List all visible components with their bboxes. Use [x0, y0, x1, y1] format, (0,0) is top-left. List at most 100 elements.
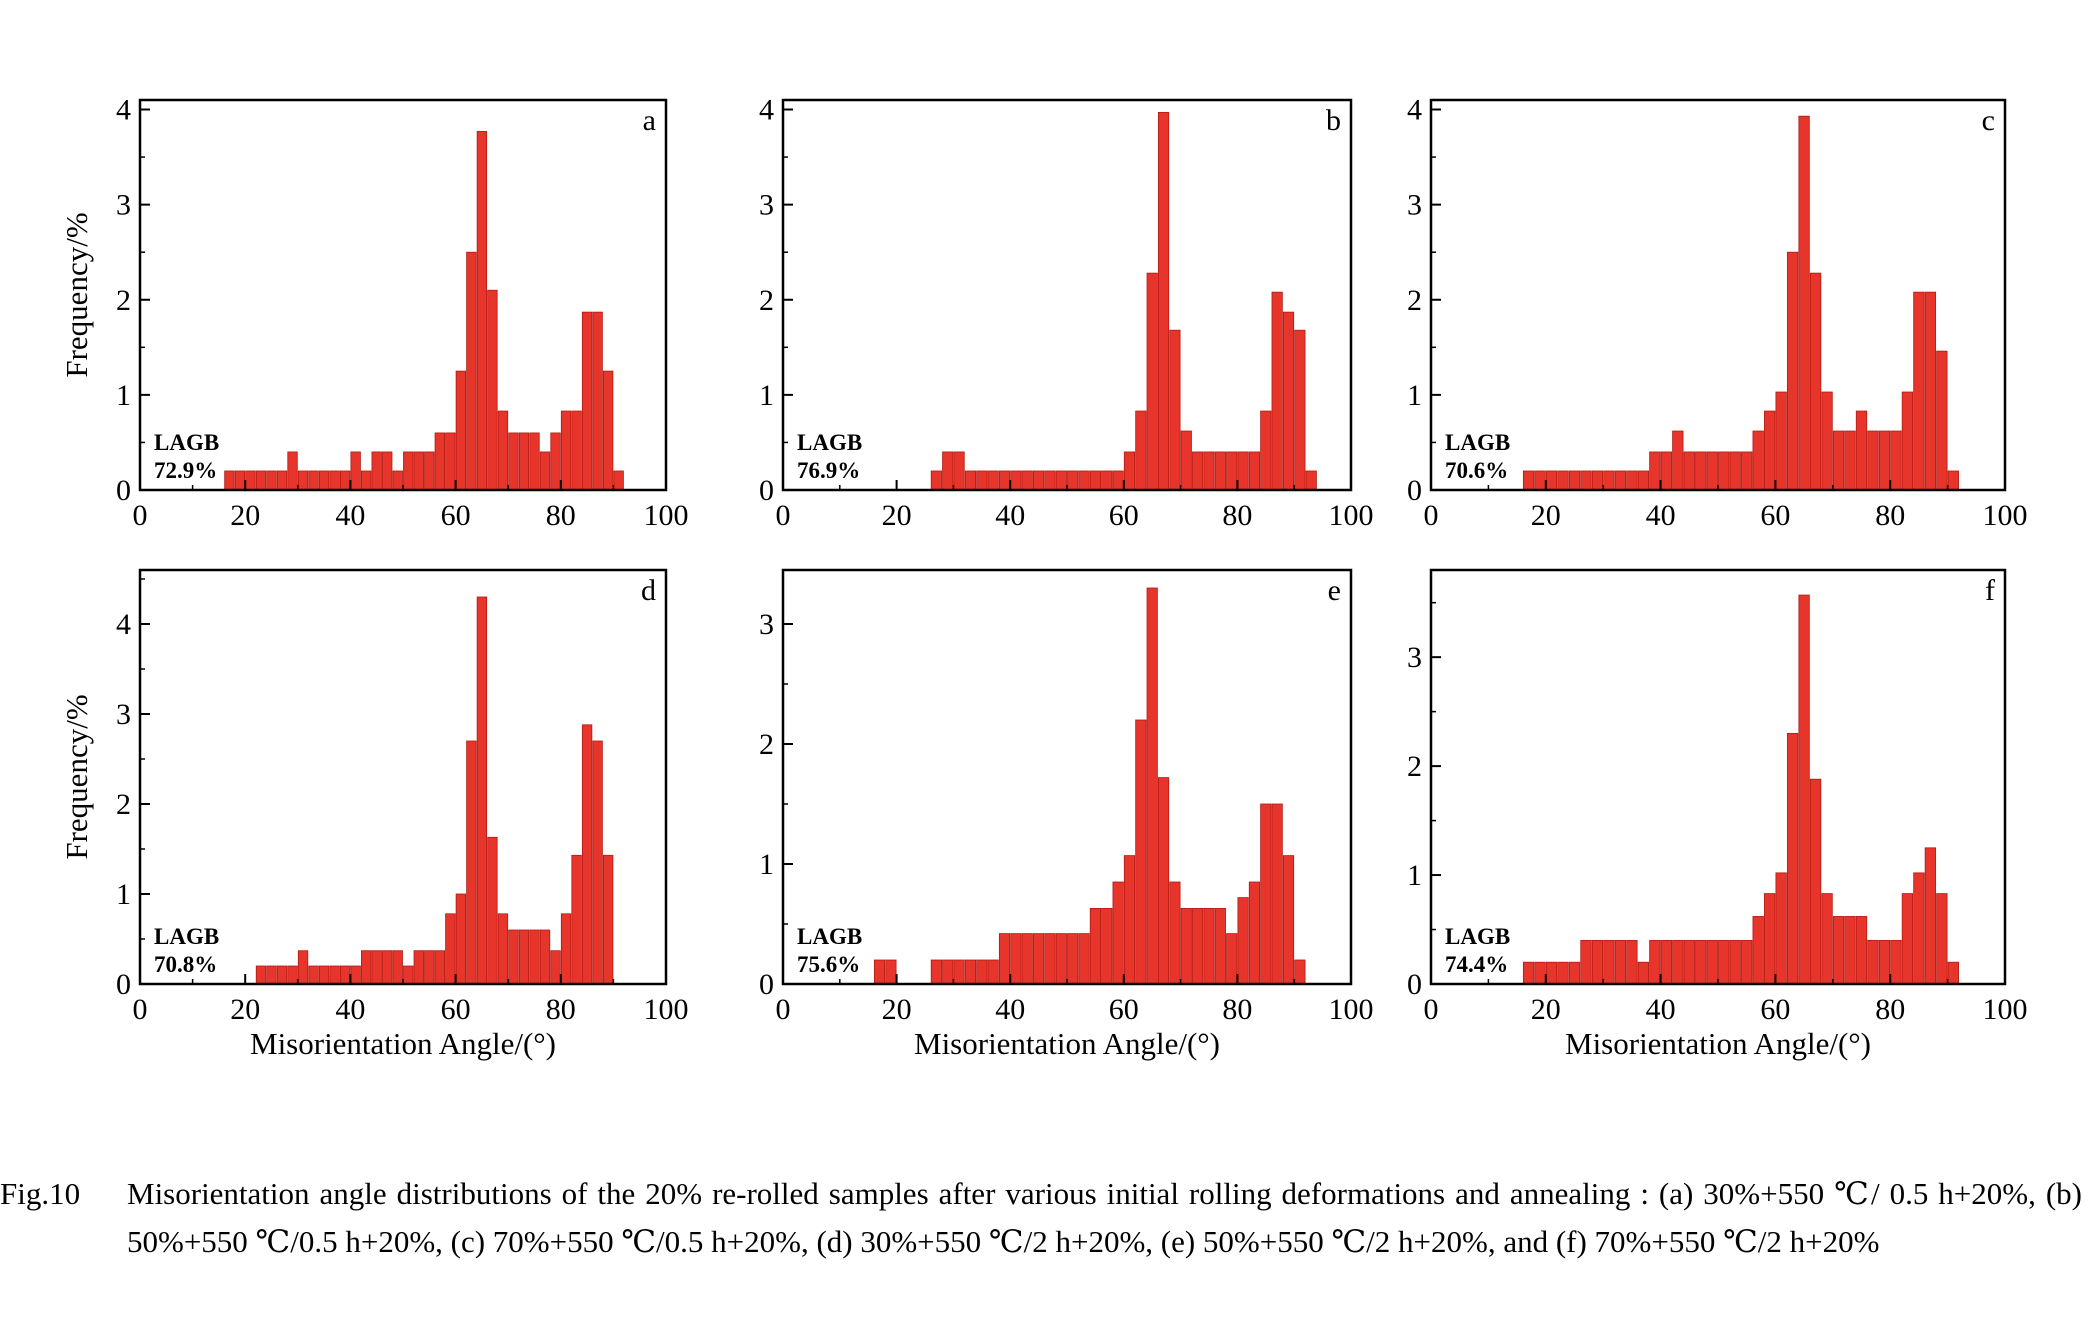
bar	[1260, 410, 1272, 491]
bar	[382, 950, 393, 985]
lagb-annotation: LAGB	[154, 924, 219, 949]
bar	[1146, 272, 1158, 491]
y-tick-label: 3	[116, 698, 131, 731]
bar	[1180, 908, 1192, 985]
bar	[1112, 470, 1124, 491]
bar	[942, 959, 954, 985]
y-tick-label: 0	[759, 474, 774, 507]
bar	[571, 854, 582, 985]
y-tick-label: 0	[1407, 968, 1422, 1001]
panel-f: 0 20 40 60 80 100 0 1 2 3 f LAGB 74.4% Misorientation…	[1407, 568, 2028, 1061]
bar	[1591, 940, 1604, 985]
bar	[1591, 470, 1604, 491]
bar	[1557, 961, 1569, 985]
panel-label: f	[1985, 574, 1995, 607]
bar	[1169, 881, 1181, 985]
bar	[987, 959, 999, 985]
bar	[1580, 470, 1592, 491]
bar	[1706, 940, 1718, 985]
bar	[1741, 940, 1753, 985]
lagb-annotation: LAGB	[154, 430, 219, 455]
x-tick-label: 100	[1329, 993, 1374, 1026]
x-tick-label: 20	[230, 499, 260, 532]
bar	[1718, 451, 1730, 491]
x-tick-label: 80	[1875, 499, 1905, 532]
bar	[1089, 470, 1101, 491]
x-tick-label: 100	[644, 993, 689, 1026]
bar	[1878, 430, 1891, 491]
x-tick-label: 20	[882, 993, 912, 1026]
lagb-annotation: LAGB	[1445, 430, 1510, 455]
bar	[497, 410, 509, 491]
bar	[1672, 430, 1684, 491]
bar	[245, 470, 256, 491]
bar	[1614, 470, 1627, 491]
bar	[1568, 961, 1581, 985]
y-tick-label: 2	[1407, 284, 1422, 317]
x-tick-label: 60	[1109, 993, 1139, 1026]
x-tick-label: 80	[546, 499, 576, 532]
bar	[1764, 893, 1776, 985]
bar	[1890, 430, 1902, 491]
bar	[1614, 940, 1627, 985]
y-tick-label: 4	[759, 94, 774, 127]
bar	[1214, 908, 1226, 985]
x-tick-label: 40	[1646, 993, 1676, 1026]
bar	[266, 965, 277, 985]
bar	[1157, 111, 1170, 491]
bar	[1718, 940, 1730, 985]
bar	[1545, 470, 1558, 491]
bar	[1123, 855, 1136, 985]
bar	[1237, 451, 1249, 491]
lagb-annotation: LAGB	[1445, 924, 1510, 949]
panel-label: c	[1982, 104, 1995, 137]
panel-label: a	[643, 104, 656, 137]
y-tick-label: 0	[1407, 474, 1422, 507]
bar	[1055, 470, 1067, 491]
bar	[1855, 916, 1868, 985]
bar	[1832, 916, 1845, 985]
x-tick-label: 20	[1531, 499, 1561, 532]
bar	[1844, 916, 1856, 985]
bar	[318, 470, 330, 491]
bar	[308, 965, 319, 985]
bar	[1867, 430, 1879, 491]
bar	[613, 470, 624, 491]
bar	[329, 965, 340, 985]
y-tick-label: 3	[1407, 641, 1422, 674]
bar	[1683, 451, 1695, 491]
bar	[1192, 908, 1204, 985]
x-tick-label: 20	[882, 499, 912, 532]
bar	[1901, 391, 1914, 491]
bar	[1764, 410, 1776, 491]
x-tick-label: 80	[1222, 993, 1252, 1026]
bar	[1798, 594, 1810, 985]
bar	[276, 470, 288, 491]
bar	[308, 470, 319, 491]
caption-number: Fig.10	[0, 1176, 81, 1211]
bar	[987, 470, 999, 491]
bar	[1786, 733, 1799, 985]
bar	[318, 965, 330, 985]
bar	[1832, 430, 1845, 491]
y-tick-label: 2	[1407, 750, 1422, 783]
bar	[487, 289, 498, 491]
bar	[1947, 470, 1959, 491]
bar	[1809, 272, 1822, 491]
bar	[1924, 847, 1937, 985]
bar	[1867, 940, 1879, 985]
bar	[1729, 451, 1741, 491]
bar	[476, 596, 488, 985]
bar	[1294, 329, 1306, 491]
bar	[350, 965, 361, 985]
bar	[1089, 908, 1101, 985]
x-tick-label: 80	[1222, 499, 1252, 532]
bar	[1260, 803, 1272, 985]
bar	[1123, 451, 1136, 491]
x-tick-label: 60	[1109, 499, 1139, 532]
bar	[424, 950, 435, 985]
bar	[529, 432, 540, 491]
bar	[1557, 470, 1569, 491]
bar	[1294, 959, 1306, 985]
